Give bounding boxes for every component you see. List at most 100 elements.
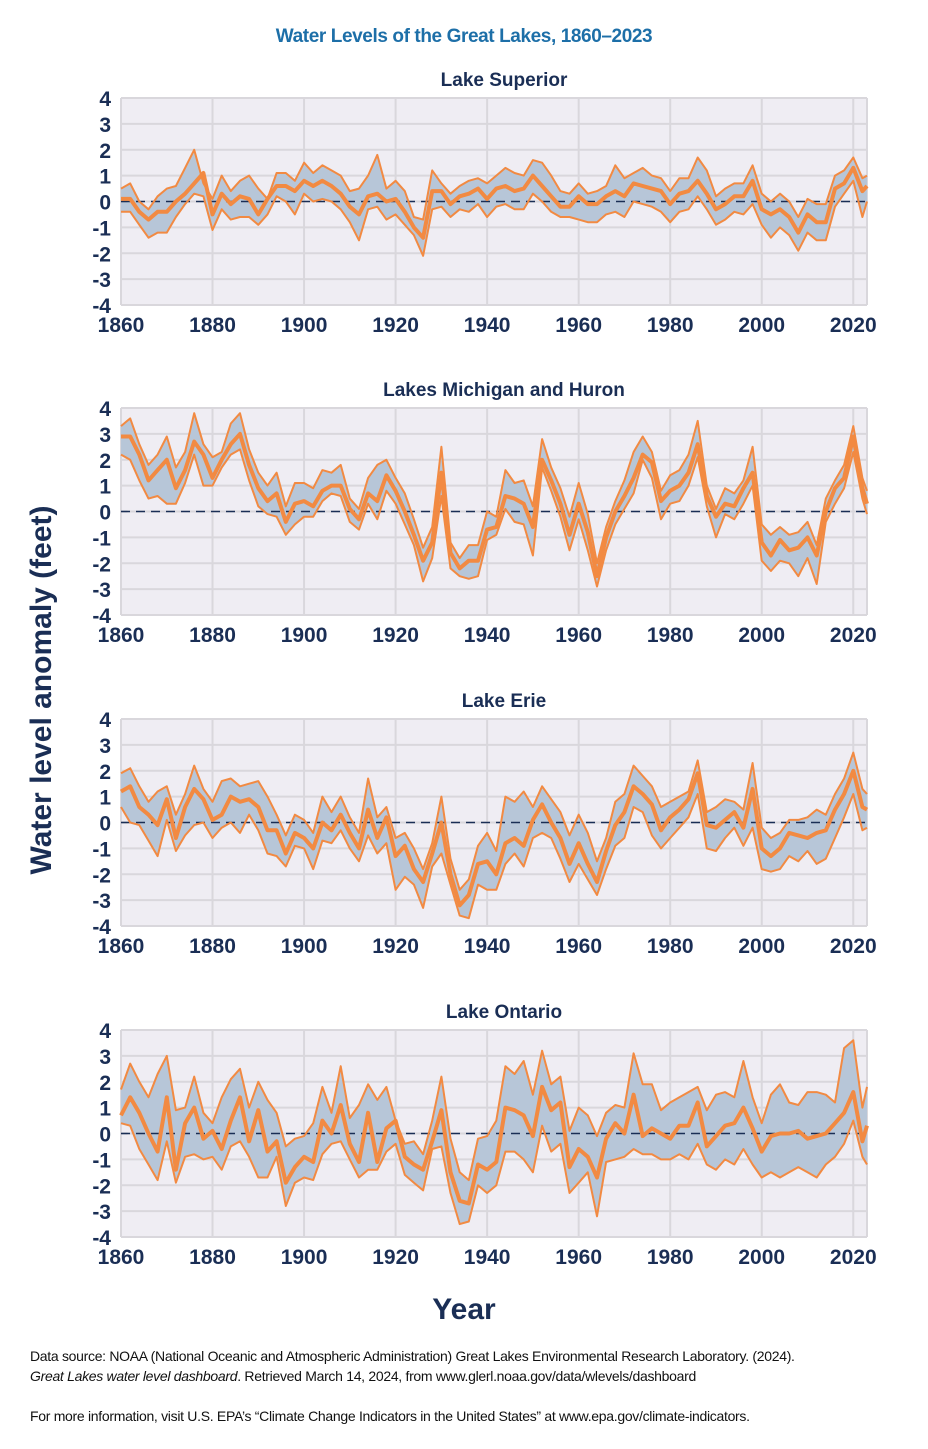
x-tick-label: 1900	[281, 1246, 328, 1269]
x-tick-label: 1920	[372, 935, 419, 958]
y-tick-label: -1	[92, 527, 111, 550]
y-tick-label: -4	[92, 295, 111, 318]
y-tick-label: 4	[99, 709, 111, 732]
y-tick-label: 3	[99, 114, 111, 137]
data-source-line1: Data source: NOAA (National Oceanic and …	[30, 1348, 795, 1364]
y-tick-label: 0	[99, 813, 111, 836]
panel-title: Lake Erie	[462, 691, 547, 712]
y-tick-label: -2	[92, 864, 111, 887]
x-tick-label: 1860	[98, 314, 145, 337]
x-tick-label: 2000	[738, 624, 785, 647]
x-tick-label: 1940	[464, 1246, 511, 1269]
x-tick-label: 1880	[189, 624, 236, 647]
min-line	[120, 793, 868, 920]
x-tick-label: 1860	[98, 624, 145, 647]
x-tick-label: 1880	[189, 1246, 236, 1269]
x-tick-label: 1880	[189, 314, 236, 337]
y-tick-label: -2	[92, 243, 111, 266]
x-tick-label: 1980	[647, 935, 694, 958]
x-tick-label: 1980	[647, 1246, 694, 1269]
panel-title: Lake Ontario	[446, 1002, 562, 1023]
x-tick-label: 2000	[738, 314, 785, 337]
y-tick-label: -4	[92, 605, 111, 628]
x-tick-label: 1860	[98, 1246, 145, 1269]
y-axis-label: Water level anomaly (feet)	[25, 505, 58, 875]
x-tick-label: 1980	[647, 624, 694, 647]
x-tick-label: 1920	[372, 1246, 419, 1269]
max-line	[120, 1039, 868, 1182]
x-tick-label: 1900	[281, 935, 328, 958]
max-line	[120, 412, 868, 565]
y-tick-label: -2	[92, 1175, 111, 1198]
max-line	[120, 751, 868, 891]
y-tick-label: 3	[99, 1046, 111, 1069]
data-source-retrieved: . Retrieved March 14, 2024, from www.gle…	[237, 1368, 696, 1384]
y-tick-label: 3	[99, 424, 111, 447]
y-tick-label: 1	[99, 166, 111, 189]
x-tick-label: 1940	[464, 624, 511, 647]
range-band	[121, 149, 867, 256]
x-tick-label: 1900	[281, 624, 328, 647]
average-line	[121, 165, 869, 240]
x-tick-label: 1960	[555, 314, 602, 337]
y-tick-label: 3	[99, 735, 111, 758]
average-line	[121, 431, 869, 579]
x-tick-label: 2000	[738, 935, 785, 958]
x-tick-label: 2020	[830, 624, 877, 647]
x-axis-label: Year	[432, 1293, 496, 1326]
x-tick-label: 1960	[555, 1246, 602, 1269]
x-tick-label: 1880	[189, 935, 236, 958]
min-line	[120, 448, 868, 588]
y-tick-label: 2	[99, 761, 111, 784]
y-tick-label: 2	[99, 140, 111, 163]
data-source-line2: Great Lakes water level dashboard. Retri…	[30, 1368, 696, 1384]
panel-title: Lake Superior	[441, 70, 568, 91]
y-tick-label: -4	[92, 916, 111, 939]
y-tick-label: -3	[92, 890, 111, 913]
y-tick-label: 0	[99, 192, 111, 215]
average-line	[119, 1084, 869, 1206]
more-info-note: For more information, visit U.S. EPA’s “…	[30, 1408, 750, 1424]
y-tick-label: -3	[92, 269, 111, 292]
x-tick-label: 1940	[464, 314, 511, 337]
max-line	[120, 148, 868, 221]
chart-panel-1: Lakes Michigan and Huron 4 3 2 1 0-1 -2 -3 -4186…	[92, 380, 876, 647]
x-tick-label: 2000	[738, 1246, 785, 1269]
y-tick-label: 2	[99, 450, 111, 473]
panel-title: Lakes Michigan and Huron	[383, 380, 625, 401]
x-tick-label: 1920	[372, 624, 419, 647]
x-tick-label: 2020	[830, 314, 877, 337]
x-tick-label: 1900	[281, 314, 328, 337]
x-tick-label: 1960	[555, 935, 602, 958]
y-tick-label: 4	[99, 398, 111, 421]
y-tick-label: -1	[92, 217, 111, 240]
y-tick-label: 1	[99, 476, 111, 499]
x-tick-label: 1920	[372, 314, 419, 337]
y-tick-label: -4	[92, 1227, 111, 1250]
min-line	[121, 179, 868, 257]
y-tick-label: 1	[99, 1098, 111, 1121]
y-tick-label: 2	[99, 1072, 111, 1095]
min-line	[120, 1119, 868, 1226]
y-tick-label: 4	[99, 1020, 111, 1043]
y-tick-label: 1	[99, 787, 111, 810]
figure-title: Water Levels of the Great Lakes, 1860–20…	[275, 26, 653, 47]
y-tick-label: -1	[92, 1149, 111, 1172]
x-tick-label: 2020	[830, 935, 877, 958]
y-tick-label: 0	[99, 1124, 111, 1147]
y-tick-label: 0	[99, 502, 111, 525]
x-tick-label: 1980	[647, 314, 694, 337]
x-tick-label: 1940	[464, 935, 511, 958]
x-tick-label: 1960	[555, 624, 602, 647]
y-tick-label: -3	[92, 1201, 111, 1224]
y-tick-label: -3	[92, 579, 111, 602]
y-tick-label: -1	[92, 838, 111, 861]
y-tick-label: -2	[92, 553, 111, 576]
x-tick-label: 1860	[98, 935, 145, 958]
x-tick-label: 2020	[830, 1246, 877, 1269]
y-tick-label: 4	[99, 88, 111, 111]
